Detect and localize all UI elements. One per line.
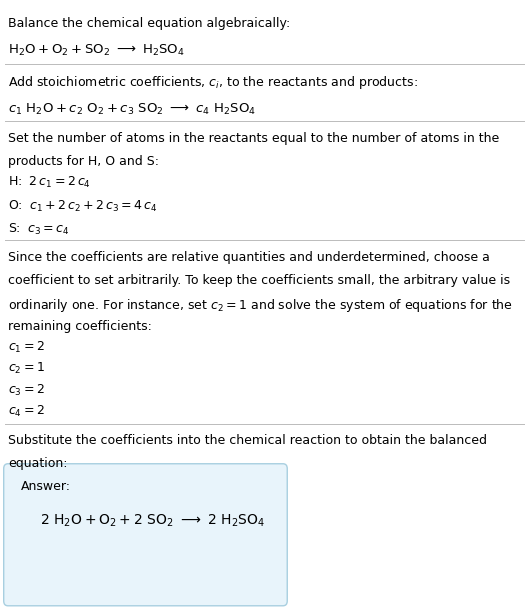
Text: Balance the chemical equation algebraically:: Balance the chemical equation algebraica… xyxy=(8,17,290,30)
Text: Since the coefficients are relative quantities and underdetermined, choose a: Since the coefficients are relative quan… xyxy=(8,251,490,263)
Text: ordinarily one. For instance, set $c_2 = 1$ and solve the system of equations fo: ordinarily one. For instance, set $c_2 =… xyxy=(8,297,513,314)
Text: Answer:: Answer: xyxy=(21,480,71,492)
Text: Substitute the coefficients into the chemical reaction to obtain the balanced: Substitute the coefficients into the che… xyxy=(8,434,487,447)
Text: remaining coefficients:: remaining coefficients: xyxy=(8,320,152,333)
Text: $c_4 = 2$: $c_4 = 2$ xyxy=(8,404,44,419)
Text: equation:: equation: xyxy=(8,457,67,470)
Text: O: $\;c_1 + 2\,c_2 + 2\,c_3 = 4\,c_4$: O: $\;c_1 + 2\,c_2 + 2\,c_3 = 4\,c_4$ xyxy=(8,198,158,214)
Text: Set the number of atoms in the reactants equal to the number of atoms in the: Set the number of atoms in the reactants… xyxy=(8,132,499,145)
Text: $c_1\ \mathrm{H_2O} + c_2\ \mathrm{O_2} + c_3\ \mathrm{SO_2}\ \longrightarrow\ c: $c_1\ \mathrm{H_2O} + c_2\ \mathrm{O_2} … xyxy=(8,102,256,117)
FancyBboxPatch shape xyxy=(4,464,287,606)
Text: Add stoichiometric coefficients, $c_i$, to the reactants and products:: Add stoichiometric coefficients, $c_i$, … xyxy=(8,74,418,91)
Text: $2\ \mathrm{H_2O} + \mathrm{O_2} + 2\ \mathrm{SO_2}\ \longrightarrow\ 2\ \mathrm: $2\ \mathrm{H_2O} + \mathrm{O_2} + 2\ \m… xyxy=(40,513,265,529)
Text: coefficient to set arbitrarily. To keep the coefficients small, the arbitrary va: coefficient to set arbitrarily. To keep … xyxy=(8,274,510,287)
Text: products for H, O and S:: products for H, O and S: xyxy=(8,155,159,168)
Text: $c_3 = 2$: $c_3 = 2$ xyxy=(8,382,44,398)
Text: $\mathrm{H_2O + O_2 + SO_2\ \longrightarrow\ H_2SO_4}$: $\mathrm{H_2O + O_2 + SO_2\ \longrightar… xyxy=(8,42,185,58)
Text: $c_2 = 1$: $c_2 = 1$ xyxy=(8,361,45,376)
Text: H: $\;2\,c_1 = 2\,c_4$: H: $\;2\,c_1 = 2\,c_4$ xyxy=(8,175,91,190)
Text: S: $\;c_3 = c_4$: S: $\;c_3 = c_4$ xyxy=(8,222,69,237)
Text: $c_1 = 2$: $c_1 = 2$ xyxy=(8,340,44,355)
